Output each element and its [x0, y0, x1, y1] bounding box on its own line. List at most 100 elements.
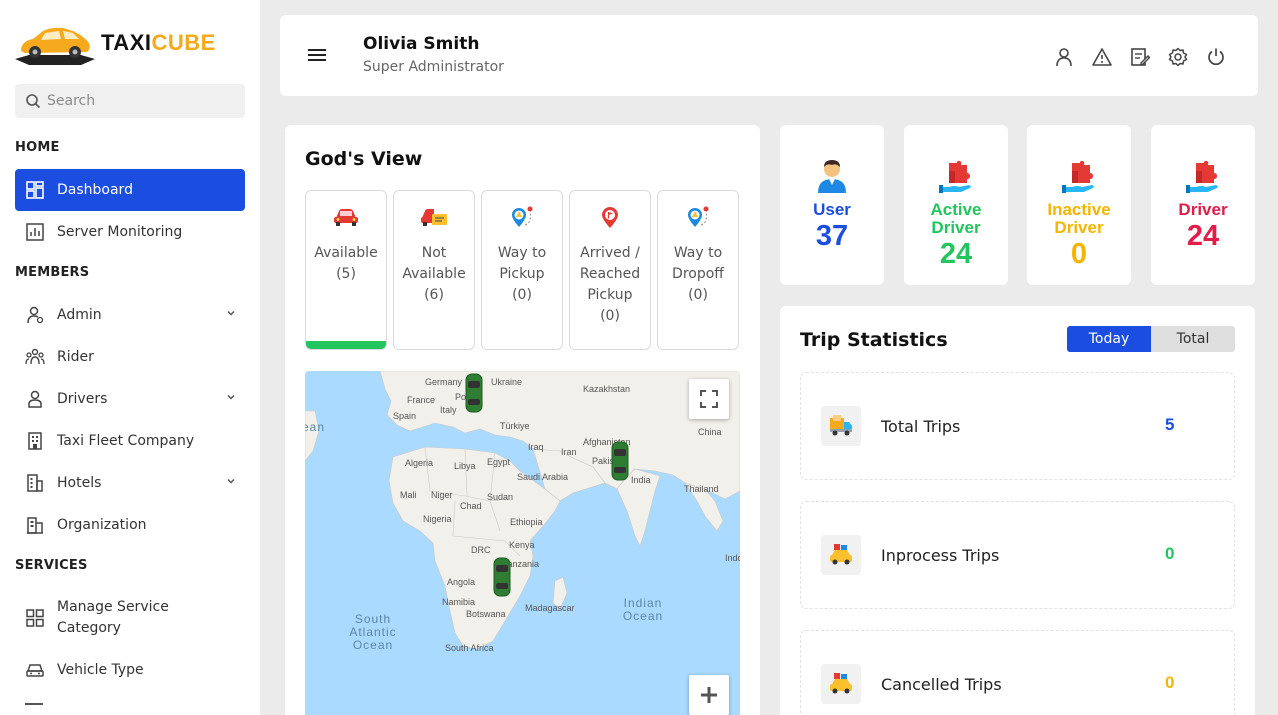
status-label: Way to Pickup	[497, 245, 547, 282]
toggle-today-button[interactable]: Today	[1067, 326, 1151, 352]
status-way-to-pickup[interactable]: Way to Pickup (0)	[481, 190, 563, 350]
map-label: Algeria	[405, 458, 434, 468]
sidebar-item-label: Vehicle Type	[57, 662, 144, 678]
status-count: (0)	[600, 308, 620, 324]
brand-name: TAXICUBE	[101, 30, 216, 56]
stat-card-active-driver[interactable]: Active Driver 24	[904, 125, 1008, 285]
red-car-icon	[334, 209, 358, 226]
map-label: Sudan	[487, 492, 514, 502]
taxi-luggage-icon	[821, 535, 861, 575]
settings-icon[interactable]	[1166, 45, 1190, 69]
hotel-icon	[25, 473, 45, 493]
map-label: Kenya	[509, 540, 535, 550]
status-label: Available	[314, 245, 378, 261]
zoom-in-button[interactable]	[689, 675, 729, 715]
sidebar-item-vehicle-type[interactable]: Vehicle Type	[15, 649, 245, 691]
map-label: Kazakhstan	[583, 384, 631, 394]
map-label: Botswana	[466, 609, 506, 619]
map-label: Thailand	[684, 484, 719, 494]
car-marker-icon[interactable]	[465, 373, 483, 413]
map-label: Tanzania	[503, 559, 540, 569]
sidebar-item-rider[interactable]: Rider	[15, 336, 245, 378]
puzzle-hand-icon	[1062, 161, 1094, 193]
brand-logo[interactable]: TAXICUBE	[15, 20, 216, 66]
fullscreen-button[interactable]	[689, 379, 729, 419]
status-arrived-reached-pickup[interactable]: Arrived / Reached Pickup (0)	[569, 190, 651, 350]
map-label: India	[631, 475, 651, 485]
stat-label: User	[813, 200, 851, 219]
world-map[interactable]: Germany Ukraine Kazakhstan France Poland…	[305, 371, 740, 715]
section-services: SERVICES	[15, 558, 88, 573]
trip-row-cancelled[interactable]: Cancelled Trips 0	[800, 630, 1235, 715]
sidebar-item-server-monitoring[interactable]: Server Monitoring	[15, 211, 245, 253]
user-name: Olivia Smith	[363, 34, 480, 54]
toggle-total-button[interactable]: Total	[1151, 326, 1235, 352]
sidebar-item-label: Admin	[57, 307, 102, 323]
status-not-available[interactable]: Not Available (6)	[393, 190, 475, 350]
sidebar-item-label: Server Monitoring	[57, 224, 183, 240]
stat-card-inactive-driver[interactable]: Inactive Driver 0	[1027, 125, 1131, 285]
user-role: Super Administrator	[363, 59, 504, 75]
sidebar-item-drivers[interactable]: Drivers	[15, 378, 245, 420]
sidebar-item-label: Organization	[57, 517, 147, 533]
map-label: Madagascar	[525, 603, 575, 613]
pickup-location-icon	[512, 206, 533, 227]
sidebar-next-item-icon	[25, 703, 43, 705]
profile-icon[interactable]	[1052, 45, 1076, 69]
taxi-luggage-icon	[821, 664, 861, 704]
map-label: China	[698, 427, 722, 437]
group-icon	[25, 347, 45, 367]
sidebar-item-label: Dashboard	[57, 182, 133, 198]
alert-icon[interactable]	[1090, 45, 1114, 69]
search-input[interactable]	[47, 93, 227, 109]
map-label: Pakistan	[592, 456, 627, 466]
period-toggle: Today Total	[1067, 326, 1235, 352]
map-label: Namibia	[442, 597, 476, 607]
status-way-to-dropoff[interactable]: Way to Dropoff (0)	[657, 190, 739, 350]
brand-name-cube: CUBE	[151, 30, 216, 55]
trip-row-inprocess[interactable]: Inprocess Trips 0	[800, 501, 1235, 609]
stat-card-user[interactable]: User 37	[780, 125, 884, 285]
gods-view-card: God's View Available (5) Not Available (…	[285, 125, 760, 715]
map-label: Indo	[725, 553, 740, 563]
stat-label: Driver	[1178, 200, 1228, 219]
sidebar-item-taxi-fleet-company[interactable]: Taxi Fleet Company	[15, 420, 245, 462]
trip-value: 0	[1165, 673, 1175, 692]
sidebar-item-dashboard[interactable]: Dashboard	[15, 169, 245, 211]
map-label: Iraq	[528, 442, 544, 452]
trip-row-total[interactable]: Total Trips 5	[800, 372, 1235, 480]
trip-label: Cancelled Trips	[881, 675, 1002, 694]
status-label: Not Available	[402, 245, 466, 282]
stat-value: 24	[1186, 220, 1220, 252]
edit-icon[interactable]	[1128, 45, 1152, 69]
stat-label: Active Driver	[930, 200, 982, 237]
sidebar-item-manage-service-category[interactable]: Manage Service Category	[15, 589, 245, 647]
sidebar-item-hotels[interactable]: Hotels	[15, 462, 245, 504]
driver-status-filters: Available (5) Not Available (6) Way to P…	[305, 190, 739, 350]
map-label: Germany	[425, 377, 463, 387]
map-label: Angola	[447, 577, 476, 587]
stat-value: 24	[939, 238, 973, 270]
stat-value: 37	[815, 220, 849, 252]
arrived-pin-icon	[602, 207, 618, 228]
chevron-down-icon	[227, 310, 235, 316]
car-icon	[25, 660, 45, 680]
status-available[interactable]: Available (5)	[305, 190, 387, 350]
trip-statistics-card: Trip Statistics Today Total Total Trips …	[780, 306, 1255, 715]
power-icon[interactable]	[1204, 45, 1228, 69]
sidebar-item-organization[interactable]: Organization	[15, 504, 245, 546]
car-marker-icon[interactable]	[611, 441, 629, 481]
sidebar-item-label: Rider	[57, 349, 94, 365]
sidebar-item-admin[interactable]: Admin	[15, 294, 245, 336]
status-count: (5)	[336, 266, 356, 282]
map-label: Iran	[561, 447, 577, 457]
car-marker-icon[interactable]	[493, 557, 511, 597]
ocean-label: North Atlantic Ocean	[305, 421, 325, 434]
stat-card-driver[interactable]: Driver 24	[1151, 125, 1255, 285]
top-header: Olivia Smith Super Administrator	[280, 15, 1258, 96]
map-label: Saudi Arabia	[517, 472, 569, 482]
hamburger-menu-icon[interactable]	[307, 46, 327, 64]
trip-statistics-title: Trip Statistics	[800, 329, 948, 351]
map-label: Türkiye	[500, 421, 530, 431]
plus-icon	[701, 687, 717, 703]
